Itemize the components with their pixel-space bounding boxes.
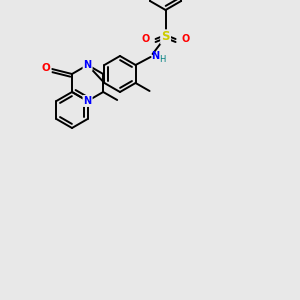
Text: O: O	[142, 34, 150, 44]
Text: N: N	[152, 51, 160, 61]
Text: N: N	[83, 96, 92, 106]
Text: O: O	[42, 63, 50, 73]
Text: N: N	[83, 60, 92, 70]
Text: O: O	[182, 34, 190, 44]
Text: S: S	[161, 31, 170, 44]
Text: H: H	[160, 56, 166, 64]
